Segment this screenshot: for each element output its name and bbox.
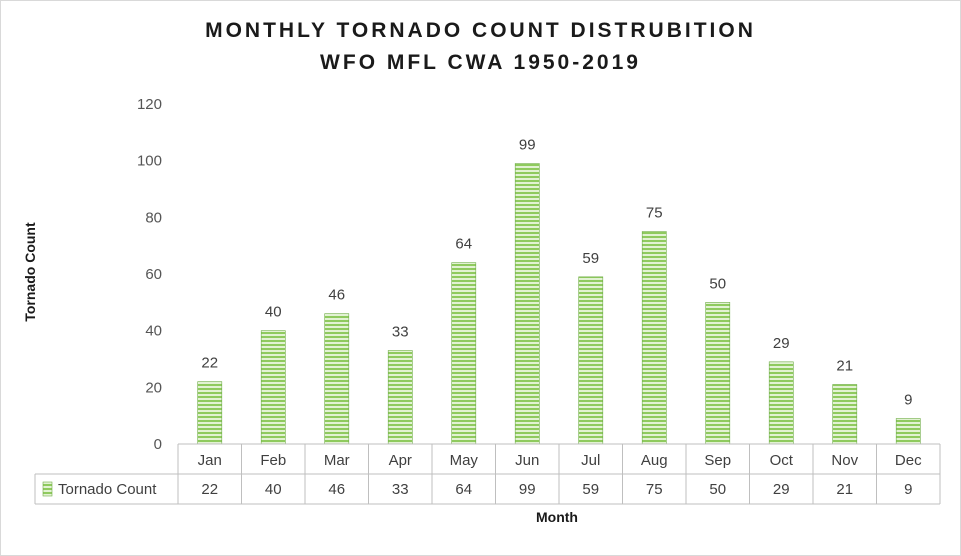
data-label: 33 bbox=[392, 324, 409, 341]
data-label: 22 bbox=[201, 355, 218, 372]
bar bbox=[768, 361, 794, 445]
data-table: Jan 22 Feb 40 Mar 46 Apr 33 May 64 Jun 99 Jul 59 Aug 75… bbox=[34, 443, 941, 505]
x-tick-label: Mar bbox=[324, 452, 350, 469]
data-label: 46 bbox=[328, 287, 345, 304]
x-tick-label: May bbox=[450, 452, 479, 469]
table-value: 21 bbox=[836, 481, 853, 498]
table-value: 99 bbox=[519, 481, 536, 498]
table-value: 40 bbox=[265, 481, 282, 498]
bar-series bbox=[197, 163, 921, 445]
legend-label: Tornado Count bbox=[58, 481, 157, 498]
bar bbox=[895, 418, 921, 445]
bar bbox=[705, 302, 731, 445]
x-tick-label: Oct bbox=[770, 452, 794, 469]
chart-title-line-2: WFO MFL CWA 1950-2019 bbox=[320, 51, 641, 74]
data-label: 21 bbox=[836, 358, 853, 375]
data-label: 64 bbox=[455, 236, 472, 253]
data-label: 99 bbox=[519, 137, 536, 154]
bar bbox=[197, 381, 223, 445]
table-value: 50 bbox=[709, 481, 726, 498]
bar bbox=[451, 262, 477, 445]
x-tick-label: Jan bbox=[198, 452, 222, 469]
x-tick-label: Jul bbox=[581, 452, 600, 469]
y-tick-label: 120 bbox=[137, 96, 162, 113]
table-value: 75 bbox=[646, 481, 663, 498]
data-labels: 22 40 46 33 64 99 59 75 50 29 21 9 bbox=[201, 137, 912, 409]
data-label: 29 bbox=[773, 335, 790, 352]
x-tick-label: Dec bbox=[895, 452, 922, 469]
table-value: 64 bbox=[455, 481, 472, 498]
x-tick-label: Apr bbox=[389, 452, 412, 469]
x-tick-label: Aug bbox=[641, 452, 668, 469]
y-tick-label: 0 bbox=[154, 436, 162, 453]
bar bbox=[578, 276, 604, 445]
data-label: 59 bbox=[582, 250, 599, 267]
y-tick-label: 60 bbox=[145, 266, 162, 283]
table-value: 9 bbox=[904, 481, 912, 498]
x-axis-label: Month bbox=[536, 509, 578, 525]
bar bbox=[387, 350, 413, 445]
table-value: 59 bbox=[582, 481, 599, 498]
data-label: 75 bbox=[646, 205, 663, 222]
x-tick-label: Feb bbox=[260, 452, 286, 469]
y-axis: 0 20 40 60 80 100 120 bbox=[137, 96, 162, 453]
table-value: 22 bbox=[201, 481, 218, 498]
table-value: 29 bbox=[773, 481, 790, 498]
data-label: 9 bbox=[904, 392, 912, 409]
chart-title-line-1: MONTHLY TORNADO COUNT DISTRUBITION bbox=[205, 19, 756, 42]
y-tick-label: 80 bbox=[145, 209, 162, 226]
x-tick-label: Jun bbox=[515, 452, 539, 469]
x-tick-label: Nov bbox=[831, 452, 858, 469]
bar bbox=[324, 313, 350, 445]
table-value: 46 bbox=[328, 481, 345, 498]
data-label: 50 bbox=[709, 275, 726, 292]
bar bbox=[832, 384, 858, 445]
y-tick-label: 40 bbox=[145, 323, 162, 340]
data-label: 40 bbox=[265, 304, 282, 321]
y-tick-label: 100 bbox=[137, 153, 162, 170]
y-tick-label: 20 bbox=[145, 379, 162, 396]
x-tick-label: Sep bbox=[704, 452, 731, 469]
bar bbox=[641, 231, 667, 445]
bar bbox=[260, 330, 286, 445]
legend-swatch bbox=[42, 481, 53, 497]
table-value: 33 bbox=[392, 481, 409, 498]
bar bbox=[514, 163, 540, 445]
